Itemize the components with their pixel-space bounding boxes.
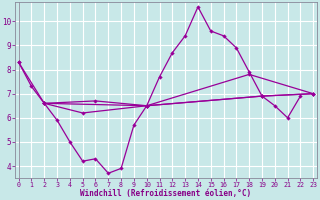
X-axis label: Windchill (Refroidissement éolien,°C): Windchill (Refroidissement éolien,°C) xyxy=(80,189,252,198)
